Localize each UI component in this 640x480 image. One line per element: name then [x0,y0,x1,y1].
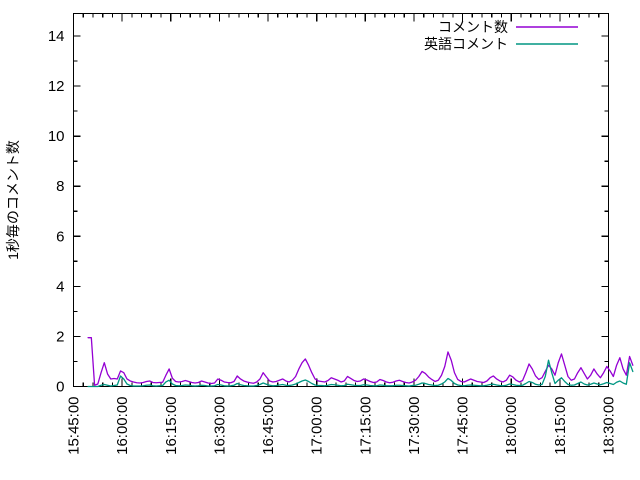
data-series-group [87,337,634,388]
y-tick-label: 2 [56,328,64,345]
y-tick-label: 8 [56,178,64,195]
y-tick-label: 14 [48,28,65,45]
series-line-0 [87,337,634,386]
y-tick-label: 0 [56,379,64,396]
legend-label-0: コメント数 [438,19,508,35]
x-tick-label: 15:45:00 [66,397,83,455]
x-tick-label: 17:00:00 [309,397,326,455]
y-tick-label: 6 [56,228,64,245]
y-axis-title: 1秒毎のコメント数 [5,140,21,260]
x-tick-label: 16:15:00 [163,397,180,455]
x-tick-label: 18:30:00 [601,397,618,455]
x-tick-label: 17:45:00 [455,397,472,455]
x-tick-label: 18:00:00 [503,397,520,455]
x-tick-label: 17:30:00 [406,397,423,455]
legend-label-1: 英語コメント [424,36,508,52]
x-tick-label: 16:45:00 [260,397,277,455]
plot-border [72,12,610,388]
y-tick-label: 12 [48,78,65,95]
y-tick-label: 10 [48,128,65,145]
x-tick-label: 18:15:00 [552,397,569,455]
y-tick-label: 4 [56,278,64,295]
x-tick-label: 16:00:00 [114,397,131,455]
x-tick-label: 16:30:00 [211,397,228,455]
series-line-1 [87,359,634,388]
x-tick-label: 17:15:00 [357,397,374,455]
